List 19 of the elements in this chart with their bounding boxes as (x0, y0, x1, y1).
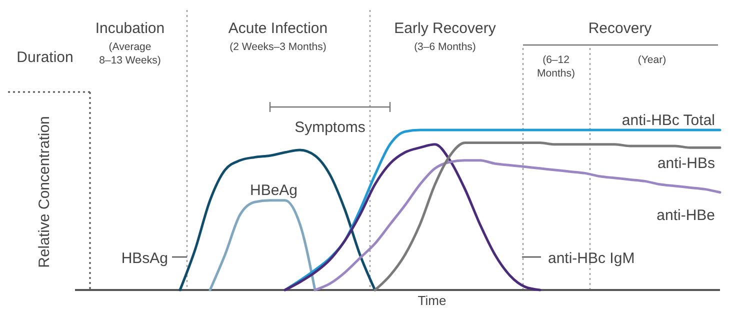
text: Incubation (95, 20, 165, 37)
text: (6–12 Months) (537, 54, 575, 80)
text: Recovery (588, 20, 652, 37)
text: (Average 8–13 Weeks) (99, 41, 161, 66)
series-label: HBsAg (121, 250, 168, 267)
y-axis-title: Relative Concentration (36, 116, 53, 268)
text: Duration (16, 49, 74, 66)
series-label: anti-HBc IgM (548, 250, 635, 267)
series-label: anti-HBe (656, 207, 715, 224)
annotation: Symptoms (294, 119, 366, 136)
series-label: anti-HBc Total (622, 112, 715, 129)
x-axis-title: Time (418, 293, 446, 308)
text: Acute Infection (228, 20, 328, 37)
text: (Year) (638, 54, 666, 66)
series-label: anti-HBs (657, 155, 715, 172)
text: (2 Weeks–3 Months) (230, 41, 326, 53)
series-label: HBeAg (250, 182, 298, 199)
text: Early Recovery (394, 20, 496, 37)
text: (3–6 Months) (414, 41, 476, 53)
